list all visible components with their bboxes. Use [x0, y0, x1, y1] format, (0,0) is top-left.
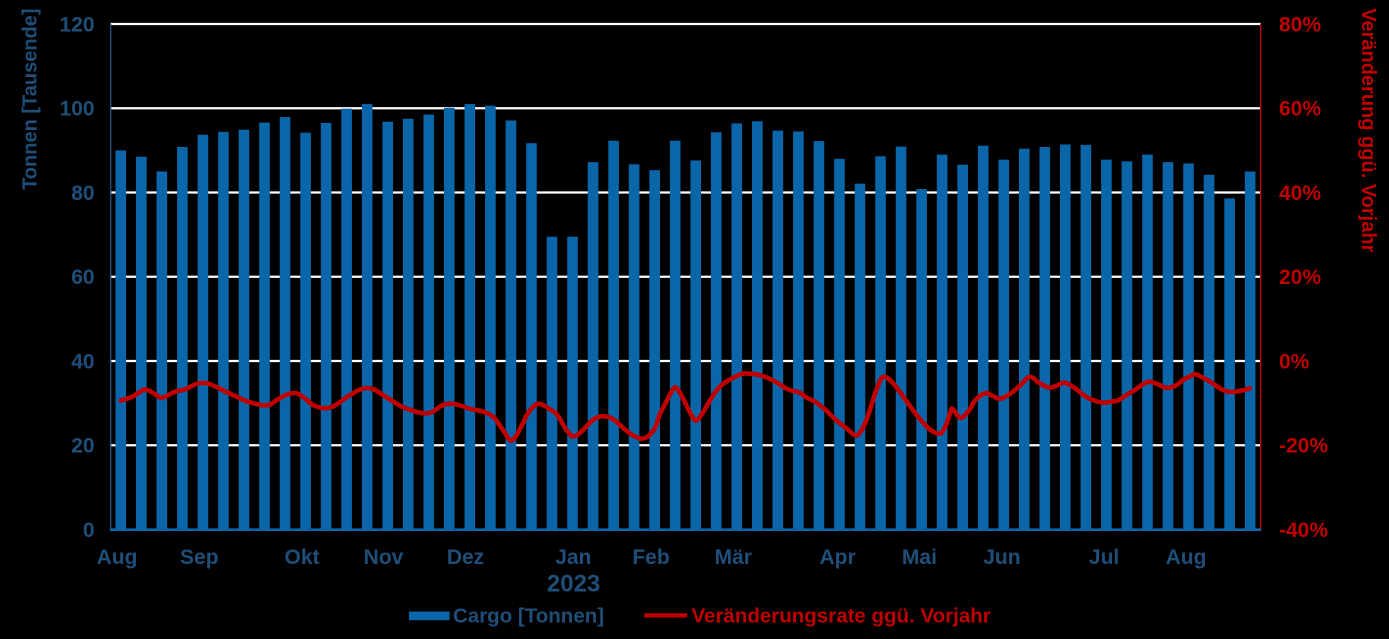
svg-text:Apr: Apr [820, 546, 856, 569]
svg-text:Jan: Jan [555, 546, 591, 569]
svg-text:Mai: Mai [902, 546, 937, 569]
svg-text:Jul: Jul [1089, 546, 1119, 569]
svg-text:-40%: -40% [1279, 519, 1328, 542]
svg-text:Cargo [Tonnen]: Cargo [Tonnen] [453, 605, 604, 628]
svg-text:100: 100 [60, 98, 95, 121]
svg-text:Mär: Mär [715, 546, 752, 569]
svg-text:-20%: -20% [1279, 435, 1328, 458]
svg-text:120: 120 [60, 13, 95, 36]
svg-text:Okt: Okt [284, 546, 319, 569]
svg-text:40%: 40% [1279, 182, 1321, 205]
svg-text:Sep: Sep [180, 546, 219, 569]
svg-text:Veränderungsrate ggü. Vorjahr: Veränderungsrate ggü. Vorjahr [692, 605, 991, 628]
svg-text:2023: 2023 [547, 571, 600, 598]
svg-text:Veränderung ggü. Vorjahr: Veränderung ggü. Vorjahr [1357, 8, 1379, 252]
svg-text:Dez: Dez [447, 546, 484, 569]
svg-text:0%: 0% [1279, 350, 1310, 373]
svg-text:20%: 20% [1279, 266, 1321, 289]
svg-text:Tonnen [Tausende]: Tonnen [Tausende] [20, 8, 42, 189]
svg-text:60: 60 [71, 266, 94, 289]
svg-text:60%: 60% [1279, 98, 1321, 121]
svg-text:Nov: Nov [364, 546, 404, 569]
svg-text:80: 80 [71, 182, 94, 205]
svg-text:Aug: Aug [97, 546, 138, 569]
svg-text:Aug: Aug [1166, 546, 1207, 569]
svg-text:80%: 80% [1279, 13, 1321, 36]
svg-text:Jun: Jun [983, 546, 1020, 569]
svg-text:0: 0 [83, 519, 95, 542]
svg-text:20: 20 [71, 435, 94, 458]
svg-text:Feb: Feb [632, 546, 669, 569]
svg-text:40: 40 [71, 350, 94, 373]
